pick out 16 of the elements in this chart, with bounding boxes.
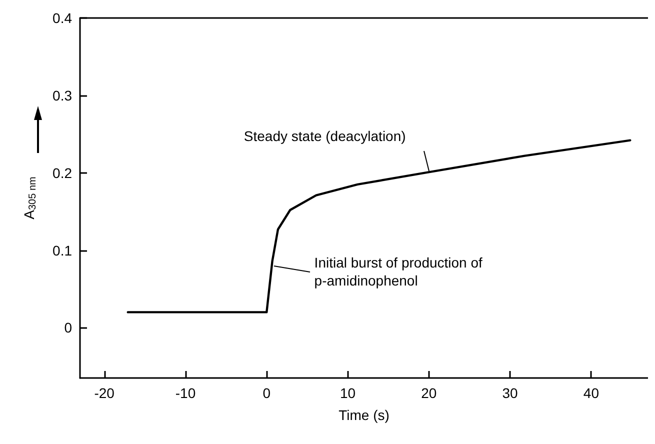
x-tick-label: 20 bbox=[421, 385, 437, 401]
x-tick-label: 0 bbox=[262, 385, 271, 401]
x-axis-title: Time (s) bbox=[338, 407, 390, 423]
annotation: Steady state (deacylation) bbox=[244, 128, 406, 144]
y-axis-title: A305 nm bbox=[21, 176, 38, 220]
x-tick-label: 40 bbox=[583, 385, 600, 401]
x-tick-label: -10 bbox=[175, 385, 196, 401]
y-tick-label: 0.1 bbox=[52, 242, 72, 258]
y-tick-label: 0.4 bbox=[52, 10, 72, 26]
y-tick-label: 0.2 bbox=[52, 164, 72, 181]
y-tick-label: 0 bbox=[64, 320, 72, 336]
x-tick-label: -20 bbox=[94, 385, 115, 401]
x-tick-label: 10 bbox=[340, 385, 356, 401]
annotation: Initial burst of production of p-amidinophenol bbox=[314, 254, 486, 289]
y-tick-label: 0.3 bbox=[52, 87, 72, 104]
x-tick-label: 30 bbox=[502, 385, 518, 401]
